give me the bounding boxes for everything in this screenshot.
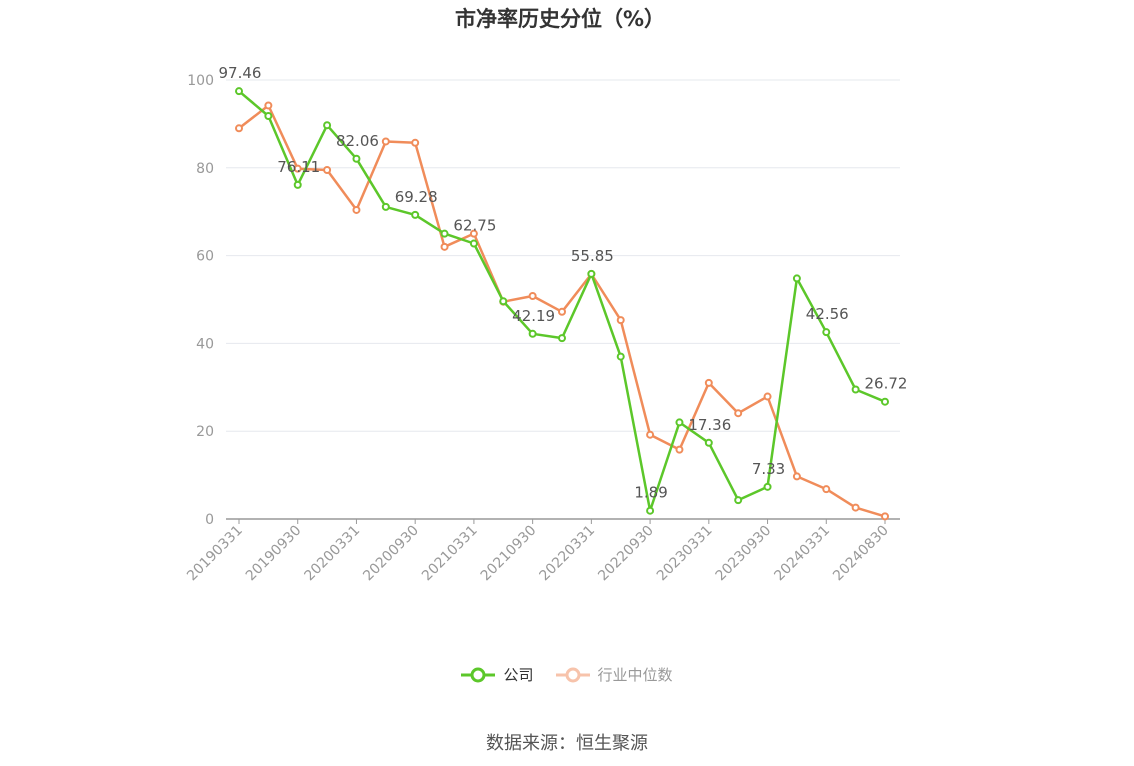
circle-line-icon	[555, 667, 590, 682]
data-label: 82.06	[336, 132, 379, 150]
company-point[interactable]	[734, 496, 743, 505]
series-lines	[235, 87, 889, 521]
industry-point[interactable]	[264, 101, 273, 110]
legend-label-industry: 行业中位数	[597, 666, 673, 684]
company-point[interactable]	[704, 438, 713, 447]
data-label: 17.36	[688, 416, 731, 434]
x-tick-label: 20230331	[654, 523, 716, 585]
legend-item-company[interactable]: 公司	[461, 664, 534, 685]
chart-title: 市净率历史分位（%）	[454, 7, 666, 31]
data-label: 62.75	[453, 217, 496, 235]
x-tick-label: 20220331	[536, 523, 598, 585]
data-source: 数据来源：恒生聚源	[486, 733, 648, 754]
company-point[interactable]	[646, 506, 655, 515]
x-axis: 2019033120190930202003312020093020210331…	[184, 518, 900, 585]
company-point[interactable]	[352, 154, 361, 163]
company-point[interactable]	[323, 121, 332, 130]
grid-lines	[226, 79, 900, 432]
y-tick-label: 40	[196, 336, 214, 352]
x-tick-label: 20190331	[184, 523, 246, 585]
industry-point[interactable]	[558, 307, 566, 316]
industry-point[interactable]	[293, 164, 302, 173]
industry-point[interactable]	[528, 291, 537, 300]
industry-point[interactable]	[352, 205, 361, 214]
data-labels: 97.46 76.11 82.06 69.28 62.75 42.19 55.85 1.89 1…	[219, 64, 908, 502]
industry-point[interactable]	[792, 472, 801, 481]
x-tick-label: 20210331	[419, 523, 481, 585]
data-label: 55.85	[571, 247, 614, 265]
industry-point[interactable]	[646, 430, 655, 439]
industry-point[interactable]	[440, 242, 449, 251]
industry-point[interactable]	[822, 485, 831, 494]
data-label: 42.56	[806, 305, 849, 323]
industry-point[interactable]	[323, 165, 332, 174]
company-point[interactable]	[235, 87, 243, 96]
industry-point[interactable]	[881, 512, 889, 521]
company-point[interactable]	[881, 397, 889, 406]
y-tick-label: 20	[196, 424, 214, 440]
industry-point[interactable]	[381, 137, 390, 146]
x-tick-label: 20210930	[478, 523, 540, 585]
x-tick-label: 20240331	[771, 523, 833, 585]
data-label: 69.28	[395, 188, 438, 206]
company-point[interactable]	[822, 328, 831, 337]
industry-point[interactable]	[734, 409, 743, 418]
legend-label-company: 公司	[503, 666, 534, 684]
data-label: 42.19	[512, 307, 555, 325]
company-point[interactable]	[587, 269, 596, 278]
company-point[interactable]	[381, 202, 390, 211]
company-point[interactable]	[675, 418, 684, 427]
company-series-line	[238, 90, 886, 512]
x-tick-label: 20230930	[713, 523, 775, 585]
industry-point[interactable]	[411, 138, 420, 147]
company-point[interactable]	[411, 210, 420, 219]
data-label: 76.11	[277, 158, 320, 176]
data-label: 1.89	[634, 484, 667, 502]
data-label: 7.33	[752, 460, 785, 478]
x-tick-label: 20220930	[595, 523, 657, 585]
legend: 公司 行业中位数	[0, 664, 1134, 685]
company-point[interactable]	[293, 180, 302, 189]
x-tick-label: 20190930	[243, 523, 305, 585]
company-point[interactable]	[792, 274, 801, 283]
company-point[interactable]	[558, 334, 566, 343]
x-tick-label: 20240830	[830, 523, 892, 585]
y-tick-label: 60	[196, 249, 214, 265]
company-point[interactable]	[616, 352, 625, 361]
y-tick-label: 100	[187, 73, 214, 89]
y-axis-ticks: 0 20 40 60 80 100	[187, 73, 214, 528]
company-point[interactable]	[264, 111, 273, 120]
company-point[interactable]	[440, 229, 449, 238]
industry-point[interactable]	[851, 503, 860, 512]
circle-line-icon	[461, 667, 496, 682]
industry-point[interactable]	[763, 392, 772, 401]
industry-point[interactable]	[616, 316, 625, 325]
industry-point[interactable]	[235, 124, 243, 133]
data-label: 26.72	[865, 375, 908, 393]
legend-item-industry[interactable]: 行业中位数	[555, 664, 673, 685]
y-tick-label: 0	[205, 512, 214, 528]
company-point[interactable]	[851, 385, 860, 394]
company-point[interactable]	[499, 297, 508, 306]
company-point[interactable]	[763, 482, 772, 491]
industry-point[interactable]	[675, 445, 684, 454]
x-tick-label: 20200331	[302, 523, 364, 585]
company-point[interactable]	[469, 239, 478, 248]
y-tick-label: 80	[196, 161, 214, 177]
company-point[interactable]	[528, 329, 537, 338]
data-label: 97.46	[219, 64, 262, 82]
industry-point[interactable]	[469, 229, 478, 238]
x-tick-label: 20200930	[360, 523, 422, 585]
industry-point[interactable]	[704, 378, 713, 387]
